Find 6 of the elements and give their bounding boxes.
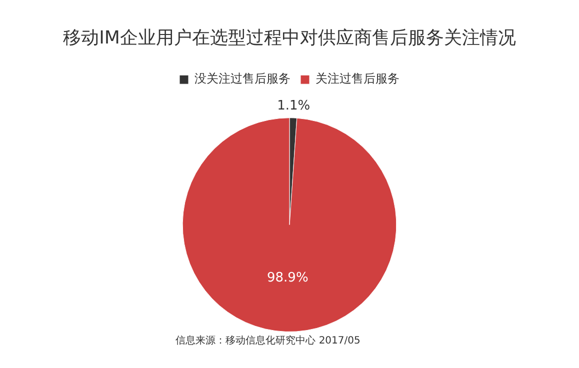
chart-title: 移动IM企业用户在选型过程中对供应商售后服务关注情况 (63, 27, 516, 48)
data-label: 98.9% (266, 270, 308, 286)
legend-label: 关注过售后服务 (316, 72, 400, 86)
text: 信息来源：移动信息化研究中心 2017/05 (176, 334, 360, 347)
data-label: 1.1% (277, 98, 310, 114)
legend-label: 没关注过售后服务 (194, 72, 290, 86)
